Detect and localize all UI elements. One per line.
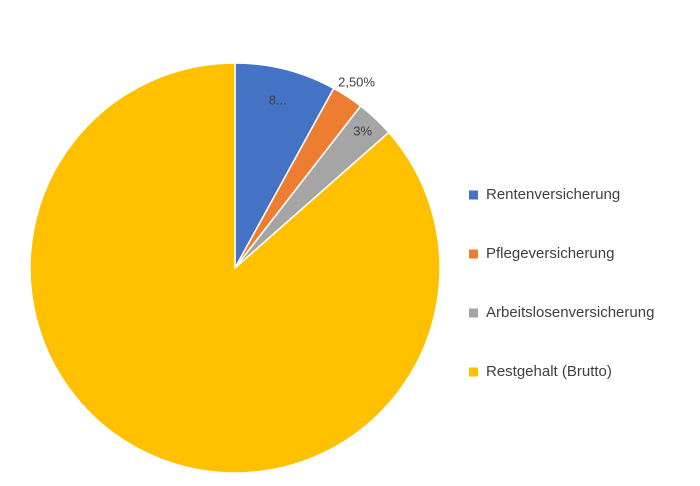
pie-slice [29,62,441,474]
data-label: 3% [353,123,372,138]
data-label: 2,50% [338,74,375,89]
legend-label: Restgehalt (Brutto) [486,363,612,380]
legend-label: Pflegeversicherung [486,245,614,262]
legend-label: Arbeitslosenversicherung [486,304,654,321]
legend-swatch [469,367,478,377]
legend-label: Rentenversicherung [486,186,620,203]
legend-swatch [469,308,478,318]
data-label: 8... [269,93,287,108]
legend-swatch [469,190,478,200]
legend-swatch [469,249,478,259]
pie-slice [234,62,335,269]
